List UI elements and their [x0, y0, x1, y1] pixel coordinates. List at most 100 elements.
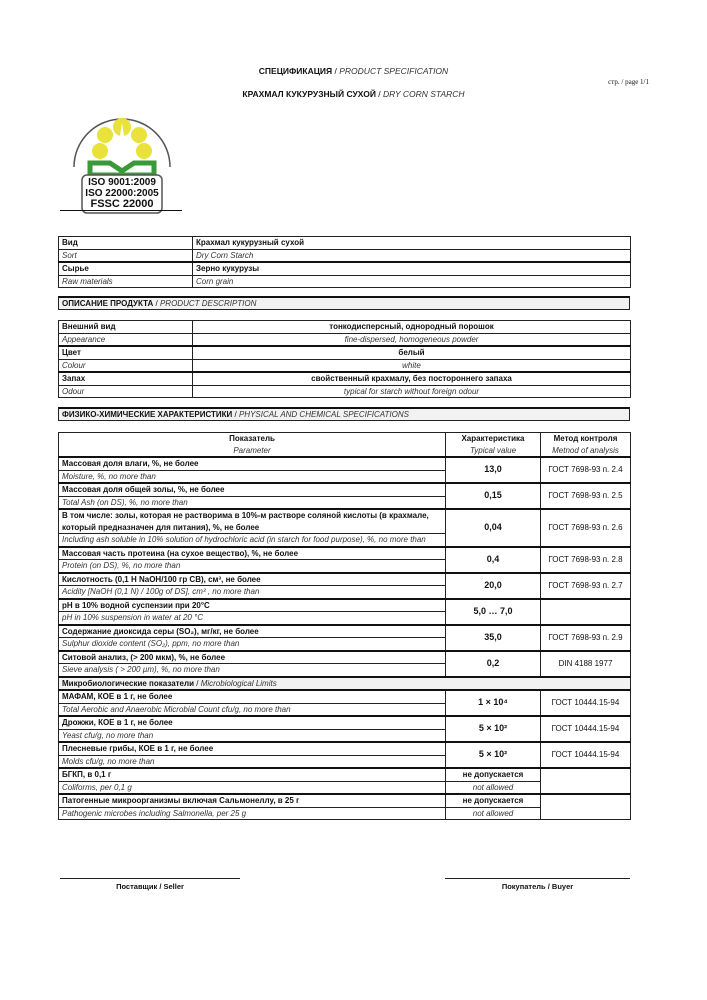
general-row: Sort Dry Corn Starch	[58, 248, 631, 263]
typical-value: 0,15	[484, 490, 502, 501]
buyer-label: Покупатель / Buyer	[501, 882, 574, 891]
general-info-table: Вид Крахмал кукурузный сухой Sort Dry Corn …	[58, 236, 631, 288]
parameter-en: Molds cfu/g, no more than	[62, 756, 155, 766]
spec-row: В том числе: золы, которая не растворима…	[58, 508, 631, 547]
seller-signature-line	[60, 878, 240, 879]
parameter-ru: Ситовой анализ, (> 200 мкм), %, не более	[62, 652, 226, 662]
description-value: свойственный крахмалу, без постороннего …	[311, 374, 512, 383]
general-row: Сырье Зерно кукурузы	[58, 261, 631, 276]
description-value: тонкодисперсный, однородный порошок	[329, 322, 494, 331]
description-label: Appearance	[62, 334, 106, 344]
parameter-ru: МАФАМ, КОЕ в 1 г, не более	[62, 692, 173, 701]
parameter-en: pH in 10% suspension in water at 20 °C	[62, 613, 204, 622]
typical-value: 5 × 10²	[478, 723, 508, 734]
document-title: СПЕЦИФИКАЦИЯ / PRODUCT SPECIFICATION	[258, 66, 449, 76]
parameter-en: Pathogenic microbes including Salmonella…	[62, 808, 247, 818]
parameter-en: Acidity [NaOH (0,1 N) / 100g of DS], cm³…	[62, 587, 260, 596]
column-header: Метод контроля	[553, 434, 618, 443]
logo-iso22000: ISO 22000:2005	[85, 188, 159, 199]
parameter-en: Sieve analysis ( > 200 µm), %, no more t…	[62, 665, 220, 674]
buyer-signature-line	[445, 878, 630, 879]
parameter-ru: Массовая часть протеина (на сухое вещест…	[62, 548, 299, 558]
specification-table: Показатель Parameter Характеристика Typical…	[58, 432, 631, 820]
spec-row: Массовая часть протеина (на сухое вещест…	[58, 545, 631, 573]
parameter-en: Moisture, %, no more than	[62, 471, 156, 481]
analysis-method: ГОСТ 10444.15-94	[551, 750, 620, 760]
description-value: fine-dispersed, homogeneous powder	[344, 334, 479, 344]
analysis-method: ГОСТ 7698-93 п. 2.6	[548, 523, 623, 532]
parameter-ru: Массовая доля влаги, %, не более	[62, 459, 199, 468]
description-value: white	[402, 360, 421, 370]
spec-header-row: Показатель Parameter Характеристика Typical…	[58, 432, 631, 458]
spec-row: Патогенные микроорганизмы включая Сальмо…	[58, 793, 631, 820]
general-label: Raw materials	[62, 276, 113, 286]
description-row: Colour white	[58, 358, 631, 373]
column-header-en: Parameter	[233, 445, 271, 455]
spec-row: БГКП, в 0,1 г не допускается	[58, 767, 631, 795]
parameter-en: Including ash soluble in 10% solution of…	[62, 535, 426, 544]
parameter-ru: БГКП, в 0,1 г	[62, 770, 112, 779]
column-header: Показатель	[229, 434, 275, 443]
analysis-method: ГОСТ 7698-93 п. 2.5	[548, 491, 623, 501]
spec-row: Плесневые грибы, КОЕ в 1 г, не более 5 × …	[58, 741, 631, 769]
parameter-en: Coliforms, per 0,1 g	[62, 782, 132, 792]
typical-value: 20,0	[484, 579, 502, 590]
typical-value-en: not allowed	[472, 782, 514, 792]
column-header-en: Metnod of analysis	[552, 445, 619, 455]
description-row: Odour typical for starch without foreign …	[58, 384, 631, 398]
typical-value: 0,04	[484, 522, 502, 532]
general-row: Вид Крахмал кукурузный сухой	[58, 236, 631, 250]
logo-fssc: FSSC 22000	[90, 198, 154, 210]
section-product-description: ОПИСАНИЕ ПРОДУКТА / PRODUCT DESCRIPTION	[58, 296, 630, 310]
logo-underline	[60, 210, 182, 211]
spec-row: Ситовой анализ, (> 200 мкм), %, не более…	[58, 649, 631, 677]
certification-logo: ISO 9001:2009 ISO 22000:2005 FSSC 22000	[60, 105, 184, 215]
description-label: Запах	[62, 374, 86, 383]
general-label: Вид	[62, 238, 78, 247]
analysis-method: ГОСТ 7698-93 п. 2.4	[548, 465, 623, 475]
general-label: Sort	[62, 250, 77, 260]
description-label: Colour	[62, 360, 86, 370]
description-row: Appearance fine-dispersed, homogeneous po…	[58, 332, 631, 347]
typical-value: не допускается	[462, 770, 524, 779]
typical-value-en: not allowed	[472, 808, 514, 818]
parameter-en: Sulphur dioxide content (SO₂), ppm, no m…	[62, 639, 240, 648]
typical-value: 5,0 … 7,0	[473, 605, 513, 616]
page-number: стр. / page 1/1	[608, 78, 649, 86]
parameter-ru: Массовая доля общей золы, %, не более	[62, 485, 225, 494]
parameter-ru: Патогенные микроорганизмы включая Сальмо…	[62, 796, 300, 805]
analysis-method: DIN 4188 1977	[558, 658, 613, 668]
analysis-method: ГОСТ 7698-93 п. 2.9	[548, 632, 623, 642]
spec-row: Массовая доля влаги, %, не более 13,0 ГОСТ…	[58, 456, 631, 484]
analysis-method: ГОСТ 10444.15-94	[551, 698, 620, 708]
general-row: Raw materials Corn grain	[58, 274, 631, 288]
parameter-ru: pH в 10% водной суспензии при 20°C	[62, 600, 210, 610]
parameter-en: Yeast cfu/g, no more than	[62, 730, 154, 740]
description-row: Внешний вид тонкодисперсный, однородный п…	[58, 320, 631, 334]
typical-value: 5 × 10²	[478, 749, 508, 760]
product-description-table: Внешний вид тонкодисперсный, однородный п…	[58, 320, 631, 398]
typical-value: 35,0	[484, 631, 502, 642]
general-value: Corn grain	[196, 276, 234, 286]
analysis-method: ГОСТ 7698-93 п. 2.8	[548, 554, 623, 564]
description-label: Цвет	[62, 348, 81, 357]
general-value: Зерно кукурузы	[196, 264, 260, 273]
parameter-ru: В том числе: золы, которая не растворима…	[62, 511, 429, 532]
typical-value: 0,2	[486, 657, 500, 668]
analysis-method: ГОСТ 7698-93 п. 2.7	[548, 580, 623, 590]
spec-row: Содержание диоксида серы (SO₂), мг/кг, н…	[58, 623, 631, 651]
description-value: белый	[398, 348, 425, 357]
parameter-ru: Кислотность (0,1 Н NaOH/100 гр СВ), см³,…	[62, 574, 261, 584]
spec-row: Массовая доля общей золы, %, не более 0,1…	[58, 482, 631, 510]
logo-iso9001: ISO 9001:2009	[88, 177, 156, 188]
seller-label: Поставщик / Seller	[116, 882, 184, 891]
parameter-en: Total Ash (on DS), %, no more than	[62, 497, 188, 507]
description-label: Odour	[62, 386, 85, 396]
spec-row: pH в 10% водной суспензии при 20°C 5,0 … …	[58, 597, 631, 625]
typical-value: 1 × 10⁴	[478, 697, 508, 708]
parameter-en: Total Aerobic and Anaerobic Microbial Co…	[62, 704, 291, 714]
general-label: Сырье	[62, 264, 89, 273]
column-header: Характеристика	[461, 434, 525, 443]
product-title: КРАХМАЛ КУКУРУЗНЫЙ СУХОЙ / DRY CORN STAR…	[242, 89, 465, 99]
spec-row: Дрожжи, КОЕ в 1 г, не более 5 × 10² ГОСТ 1…	[58, 715, 631, 743]
